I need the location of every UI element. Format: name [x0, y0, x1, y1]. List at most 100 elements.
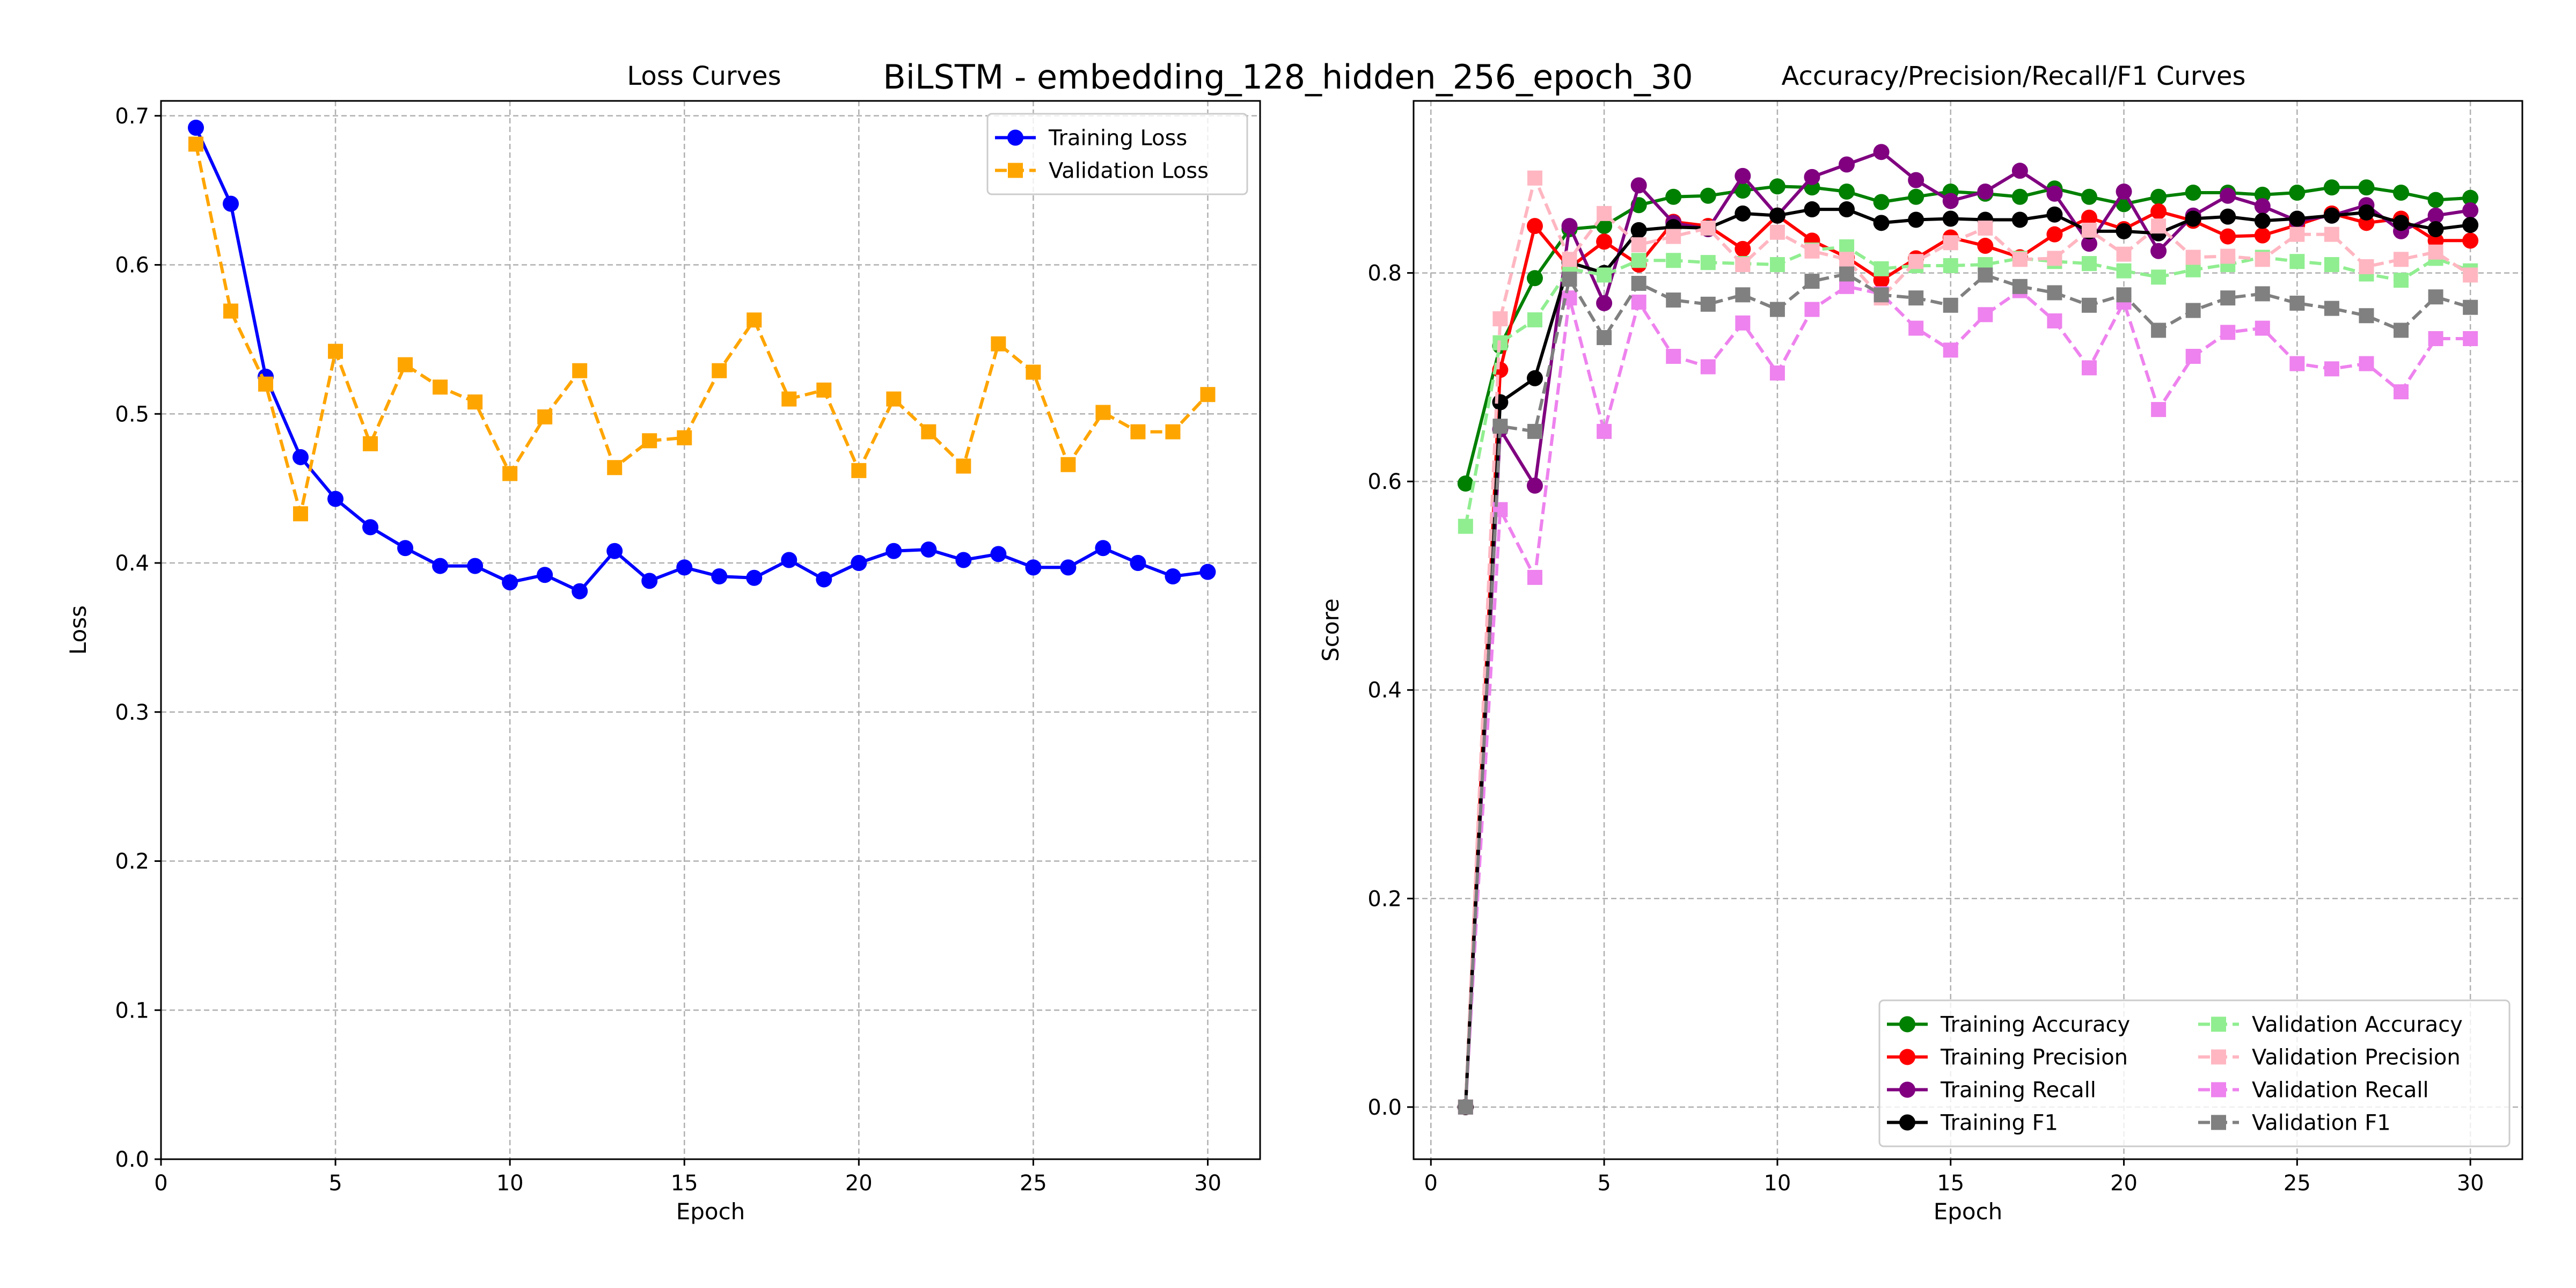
data-point [1200, 387, 1216, 402]
data-point [921, 424, 936, 440]
data-point [1165, 568, 1181, 585]
data-point [2011, 211, 2028, 228]
data-point [1908, 188, 1924, 205]
data-point [363, 436, 378, 451]
data-point [2359, 259, 2374, 274]
data-point [2012, 279, 2028, 294]
data-point [1597, 330, 1612, 346]
x-tick-label: 0 [1424, 1171, 1438, 1196]
data-point [1839, 252, 1855, 267]
data-point [432, 558, 449, 574]
data-point [1977, 184, 1994, 200]
data-point [1735, 182, 1751, 199]
loss-chart: 0 5 10 15 20 25 30 0.0 0.1 0.2 0.3 0.4 0.5 0.6 0.7 Loss… [65, 61, 1261, 1225]
legend-label-validation-precision: Validation Precision [2252, 1045, 2461, 1070]
x-axis-label: Epoch [1934, 1198, 2003, 1225]
y-tick-label: 0.3 [115, 700, 149, 725]
y-tick-label: 0.4 [1367, 678, 1402, 703]
data-point [537, 567, 553, 583]
data-point [2393, 184, 2410, 201]
data-point [1165, 424, 1181, 440]
data-point [2151, 402, 2167, 418]
data-point [1630, 177, 1647, 194]
data-point [1700, 255, 1716, 270]
data-point [2012, 252, 2028, 267]
data-point [1700, 187, 1716, 204]
legend: Training Accuracy Training Precision Train… [1878, 999, 2511, 1147]
data-point [362, 519, 379, 536]
data-point [2289, 295, 2305, 311]
data-point [2046, 206, 2063, 223]
data-point [1666, 292, 1681, 308]
data-point [2428, 289, 2443, 305]
legend-marker-training-accuracy [1899, 1016, 1915, 1033]
legend-label-training-precision: Training Precision [1940, 1045, 2128, 1070]
data-point [2359, 308, 2374, 324]
data-point [1769, 178, 1785, 195]
data-point [1526, 218, 1543, 235]
data-point [2255, 320, 2270, 336]
data-point [1060, 559, 1077, 576]
y-tick-label: 0.2 [1367, 887, 1402, 911]
data-point [2359, 356, 2374, 371]
chart-title: Accuracy/Precision/Recall/F1 Curves [1781, 61, 2245, 91]
legend-label-validation-f1: Validation F1 [2252, 1111, 2391, 1136]
data-point [502, 574, 518, 591]
data-point [2116, 263, 2132, 279]
data-point [2324, 226, 2339, 242]
data-point [885, 543, 902, 559]
data-point [1562, 252, 1577, 267]
data-point [1526, 270, 1543, 287]
legend-marker-training-loss [1007, 129, 1023, 146]
data-point [2394, 323, 2409, 338]
data-point [2428, 244, 2443, 260]
data-point [1492, 419, 1508, 434]
data-point [781, 391, 797, 407]
data-point [1597, 267, 1612, 283]
data-point [1769, 257, 1785, 273]
data-point [2116, 287, 2132, 303]
data-point [1943, 258, 1958, 273]
data-point [2116, 246, 2132, 262]
data-point [1666, 229, 1681, 244]
data-point [2220, 187, 2236, 204]
legend-marker-validation-precision [2211, 1049, 2226, 1065]
data-point [2254, 213, 2271, 229]
data-point [1597, 423, 1612, 439]
series-line-validation-recall [1463, 284, 2471, 1108]
data-point [2046, 226, 2063, 243]
legend-marker-validation-f1 [2211, 1115, 2226, 1130]
x-tick-label: 20 [845, 1171, 873, 1196]
data-point [1526, 370, 1543, 386]
data-point [1597, 206, 1612, 221]
data-point [1978, 267, 1993, 283]
series-training-loss [188, 119, 1216, 599]
x-tick-label: 10 [496, 1171, 524, 1196]
data-point [2463, 331, 2478, 346]
y-tick-label: 0.1 [115, 998, 149, 1023]
y-tick-label: 0.6 [1367, 470, 1402, 494]
data-point [398, 357, 413, 372]
data-point [2011, 163, 2028, 179]
data-point [2151, 323, 2167, 338]
data-point [2289, 226, 2305, 242]
data-point [2151, 218, 2167, 234]
data-point [2358, 204, 2375, 221]
data-point [2150, 203, 2167, 219]
data-point [747, 312, 762, 328]
series-validation-f1 [1458, 266, 2478, 1115]
x-tick-label: 5 [328, 1171, 342, 1196]
data-point [851, 463, 867, 478]
data-point [2323, 207, 2340, 224]
data-point [2289, 356, 2305, 371]
data-point [677, 430, 692, 445]
data-point [2220, 208, 2236, 225]
data-point [1527, 569, 1542, 585]
data-point [1769, 207, 1785, 224]
data-point [1492, 311, 1508, 327]
data-point [1631, 237, 1646, 253]
data-point [467, 394, 483, 410]
axes-frame [160, 100, 1261, 1160]
data-point [1700, 359, 1716, 375]
data-point [2220, 248, 2236, 264]
